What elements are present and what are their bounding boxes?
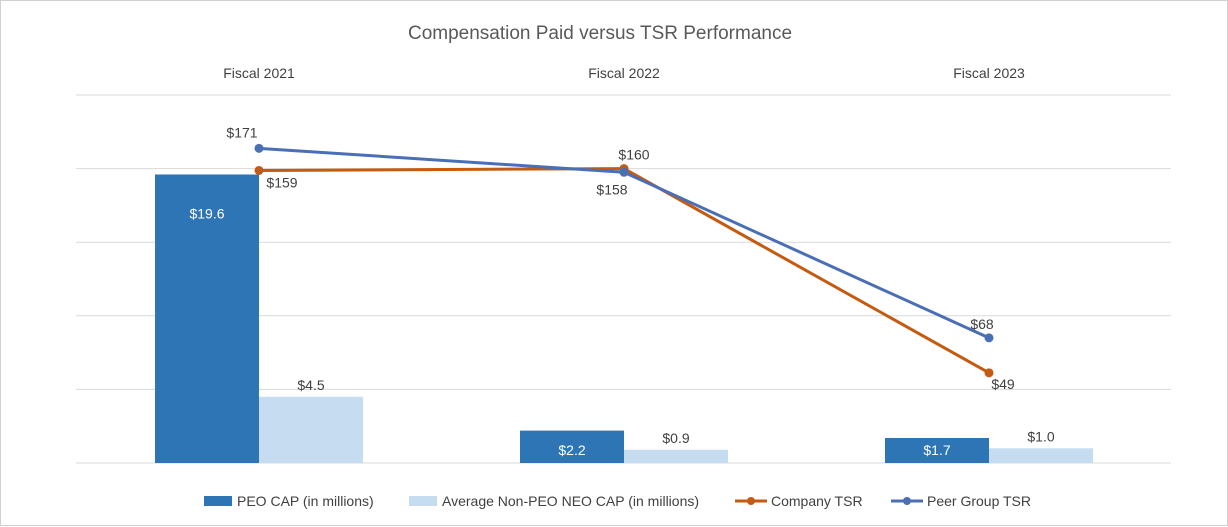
line-company-tsr — [258, 167, 990, 375]
legend-label: Company TSR — [771, 493, 863, 509]
point-peer-group-tsr — [984, 333, 994, 343]
legend-label: Average Non-PEO NEO CAP (in millions) — [442, 493, 699, 509]
bar-label-neo-cap: $0.9 — [662, 430, 689, 446]
label-peer-group-tsr: $171 — [226, 124, 257, 140]
bar-peo-cap — [885, 437, 989, 463]
label-company-tsr: $49 — [991, 376, 1015, 392]
bar-neo-cap — [989, 448, 1093, 463]
legend-marker — [747, 497, 755, 505]
category-label: Fiscal 2022 — [588, 65, 660, 81]
line-peer-group-tsr — [258, 146, 990, 340]
chart-title: Compensation Paid versus TSR Performance — [408, 23, 792, 44]
bar-neo-cap — [624, 449, 728, 463]
label-company-tsr: $159 — [266, 174, 297, 190]
point-company-tsr — [984, 368, 994, 378]
data-labels: $19.6 $2.2 $1.7 $4.5 $0.9 $1.0 $159 $160 $49 $171… — [189, 124, 1054, 458]
label-peer-group-tsr: $158 — [596, 181, 627, 197]
bar-peo-cap — [155, 174, 259, 463]
bar-label-peo-cap: $1.7 — [923, 442, 950, 458]
tsr-lines — [254, 143, 994, 378]
bar-label-neo-cap: $4.5 — [297, 377, 324, 393]
bar-label-neo-cap: $1.0 — [1027, 428, 1054, 444]
point-peer-group-tsr — [254, 143, 264, 153]
bar-label-peo-cap: $19.6 — [189, 205, 224, 221]
bar-neo-cap — [259, 396, 363, 463]
label-peer-group-tsr: $68 — [970, 316, 994, 332]
legend-marker — [903, 497, 911, 505]
legend-label: Peer Group TSR — [927, 493, 1031, 509]
category-label: Fiscal 2021 — [223, 65, 295, 81]
category-labels: Fiscal 2021 Fiscal 2022 Fiscal 2023 — [223, 65, 1025, 81]
point-peer-group-tsr — [619, 167, 629, 177]
legend-swatch — [204, 496, 232, 506]
legend-swatch — [409, 496, 437, 506]
point-company-tsr — [254, 165, 264, 175]
category-label: Fiscal 2023 — [953, 65, 1025, 81]
bars — [155, 174, 1093, 463]
label-company-tsr: $160 — [618, 147, 649, 163]
bar-label-peo-cap: $2.2 — [558, 442, 585, 458]
legend-label: PEO CAP (in millions) — [237, 493, 374, 509]
legend: PEO CAP (in millions) Average Non-PEO NEO… — [204, 493, 1031, 509]
bar-peo-cap — [520, 430, 624, 463]
